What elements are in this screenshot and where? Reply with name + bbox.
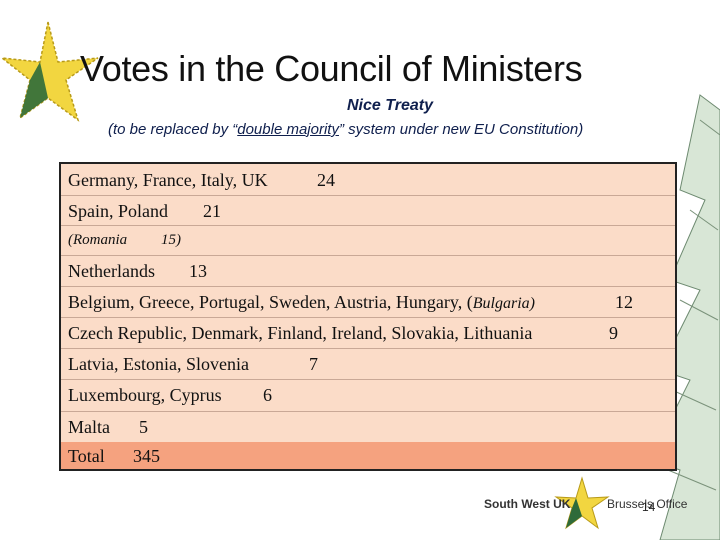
row-votes: 24 [317, 170, 335, 190]
row-countries: Czech Republic, Denmark, Finland, Irelan… [68, 323, 533, 343]
row-countries: Latvia, Estonia, Slovenia [68, 354, 249, 374]
table-row: (Romania 15) [61, 225, 675, 256]
footer-star-icon [554, 476, 610, 530]
row-countries: Malta [68, 417, 110, 437]
constitution-note: (to be replaced by “double majority” sys… [108, 121, 583, 138]
slide-title: Votes in the Council of Ministers [80, 48, 583, 89]
row-countries: Netherlands [68, 261, 155, 281]
row-countries-italic: Bulgaria [472, 295, 530, 312]
table-row: Latvia, Estonia, Slovenia 7 [61, 348, 675, 380]
row-votes: 21 [203, 201, 221, 221]
table-row: Spain, Poland 21 [61, 195, 675, 226]
row-countries-text: Belgium, Greece, Portugal, Sweden, Austr… [68, 292, 473, 312]
row-countries-suffix: ) [529, 295, 535, 312]
row-votes: 13 [189, 261, 207, 281]
table-row: Netherlands 13 [61, 255, 675, 287]
row-votes: 6 [263, 385, 272, 405]
row-countries: Total [68, 446, 105, 466]
votes-table: Germany, France, Italy, UK 24 Spain, Pol… [59, 162, 677, 471]
page-number: 14 [642, 500, 656, 514]
row-votes: 5 [139, 417, 148, 437]
table-row: Czech Republic, Denmark, Finland, Irelan… [61, 317, 675, 349]
row-countries: Luxembourg, Cyprus [68, 385, 222, 405]
note-underlined: double majority [237, 121, 339, 138]
row-votes: 7 [309, 354, 318, 374]
table-row: Germany, France, Italy, UK 24 [61, 164, 675, 196]
row-countries: Belgium, Greece, Portugal, Sweden, Austr… [68, 292, 535, 313]
table-row: Malta 5 [61, 411, 675, 443]
table-row: Luxembourg, Cyprus 6 [61, 379, 675, 412]
row-countries: Spain, Poland [68, 201, 169, 221]
row-countries: (Romania [68, 232, 128, 248]
table-row: Belgium, Greece, Portugal, Sweden, Austr… [61, 286, 675, 318]
slide-subtitle: Nice Treaty [347, 97, 433, 114]
table-row-total: Total 345 [61, 442, 675, 469]
row-votes: 12 [615, 292, 633, 312]
footer-logo-right: Brussels Office [607, 497, 688, 511]
note-prefix: (to be replaced by “ [108, 121, 238, 138]
row-votes: 15) [161, 232, 181, 248]
row-votes: 345 [133, 446, 160, 466]
note-suffix: ” system under new EU Constitution) [338, 121, 584, 138]
row-countries: Germany, France, Italy, UK [68, 170, 268, 190]
footer-logo-left: South West UK [484, 497, 571, 511]
row-votes: 9 [609, 323, 618, 343]
star-logo-icon [0, 21, 99, 122]
